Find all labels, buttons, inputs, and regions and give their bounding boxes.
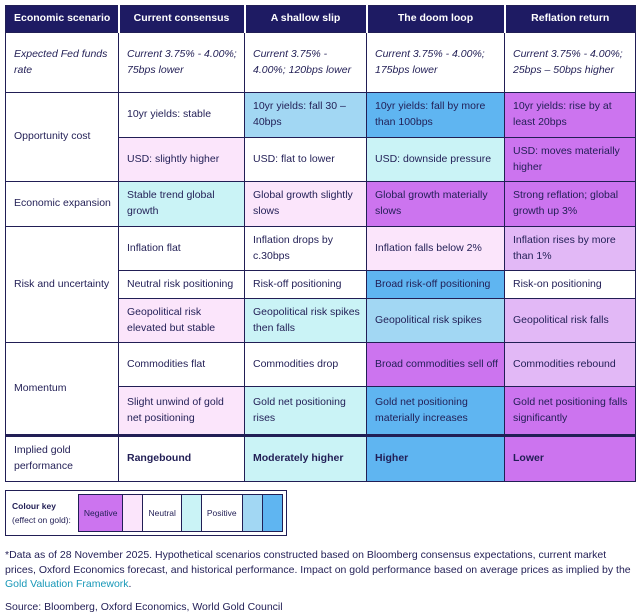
legend-swatch [261, 494, 283, 532]
scenario-cell: Slight unwind of gold net positioning [118, 386, 245, 436]
row-label-momentum: Momentum [5, 342, 119, 436]
scenario-cell: Inflation drops by c.30bps [244, 226, 367, 271]
implied-performance-cell: Higher [366, 434, 505, 482]
row-implied-gold-performance: Implied gold performance Rangebound Mode… [5, 434, 636, 482]
column-header-reflation-return: Reflation return [503, 5, 636, 33]
legend-swatch-neutral: Neutral [142, 494, 182, 532]
gold-valuation-framework-link[interactable]: Gold Valuation Framework [5, 578, 129, 591]
row-geopolitical-risk: Geopolitical risk elevated but stable Ge… [6, 298, 636, 343]
footnote-text: *Data as of 28 November 2025. Hypothetic… [5, 549, 631, 576]
row-label-risk-and-uncertainty: Risk and uncertainty [5, 226, 119, 343]
row-label-economic-expansion: Economic expansion [5, 181, 119, 227]
scenario-cell: Geopolitical risk spikes then falls [244, 298, 367, 343]
colour-key-legend: Colour key (effect on gold): Negative Ne… [5, 490, 287, 536]
column-header-current-consensus: Current consensus [117, 5, 245, 33]
scenario-cell: Risk-off positioning [244, 270, 367, 299]
scenario-cell: Inflation flat [118, 226, 245, 271]
legend-title: Colour key (effect on gold): [9, 499, 78, 528]
row-commodities: Momentum Commodities flat Commodities dr… [5, 342, 636, 436]
legend-swatch-positive: Positive [200, 494, 243, 532]
legend-swatches: Negative Neutral Positive [77, 494, 283, 532]
scenario-cell: 10yr yields: rise by at least 20bps [504, 92, 636, 138]
row-usd: USD: slightly higher USD: flat to lower … [6, 137, 636, 182]
scenario-cell: Strong reflation; global growth up 3% [504, 181, 636, 227]
scenario-cell: Gold net positioning rises [244, 386, 367, 436]
implied-performance-cell: Moderately higher [244, 434, 367, 482]
scenario-cell: 10yr yields: stable [118, 92, 245, 138]
legend-title-line2: (effect on gold): [12, 515, 71, 525]
scenario-cell: Risk-on positioning [504, 270, 636, 299]
row-label-expected-fed-funds-rate: Expected Fed funds rate [5, 32, 119, 93]
scenario-cell: Current 3.75% - 4.00%; 175bps lower [366, 32, 505, 93]
column-header-economic-scenario: Economic scenario [5, 5, 119, 33]
row-economic-expansion: Economic expansion Stable trend global g… [5, 181, 636, 227]
scenario-cell: Geopolitical risk spikes [366, 298, 505, 343]
scenario-cell: Inflation rises by more than 1% [504, 226, 636, 271]
scenario-cell: Commodities flat [118, 342, 245, 387]
scenario-cell: Geopolitical risk elevated but stable [118, 298, 245, 343]
scenario-cell: Global growth slightly slows [244, 181, 367, 227]
scenario-cell: Gold net positioning falls significantly [504, 386, 636, 436]
legend-swatch-negative: Negative [77, 494, 124, 532]
scenario-cell: Global growth materially slows [366, 181, 505, 227]
scenario-cell: Current 3.75% - 4.00%; 120bps lower [244, 32, 367, 93]
scenario-cell: Gold net positioning materially increase… [366, 386, 505, 436]
column-header-the-doom-loop: The doom loop [365, 5, 505, 33]
footnote: *Data as of 28 November 2025. Hypothetic… [5, 548, 635, 592]
scenario-cell: Current 3.75% - 4.00%; 25bps – 50bps hig… [504, 32, 636, 93]
scenario-cell: USD: downside pressure [366, 137, 505, 182]
scenario-cell: USD: moves materially higher [504, 137, 636, 182]
scenario-cell: Current 3.75% - 4.00%; 75bps lower [118, 32, 245, 93]
implied-performance-cell: Rangebound [118, 434, 245, 482]
source-line: Source: Bloomberg, Oxford Economics, Wor… [5, 601, 283, 614]
legend-swatch [122, 494, 144, 532]
scenario-cell: Commodities drop [244, 342, 367, 387]
scenario-cell: Broad risk-off positioning [366, 270, 505, 299]
row-fed-funds: Expected Fed funds rate Current 3.75% - … [5, 32, 636, 93]
column-header-a-shallow-slip: A shallow slip [243, 5, 367, 33]
scenario-cell: Broad commodities sell off [366, 342, 505, 387]
scenario-cell: USD: flat to lower [244, 137, 367, 182]
row-10yr-yields: Opportunity cost 10yr yields: stable 10y… [5, 92, 636, 182]
scenario-cell: Geopolitical risk falls [504, 298, 636, 343]
scenario-cell: 10yr yields: fall 30 – 40bps [244, 92, 367, 138]
header-row: Economic scenario Current consensus A sh… [5, 5, 636, 33]
row-inflation: Risk and uncertainty Inflation flat Infl… [5, 226, 636, 343]
legend-swatch [241, 494, 263, 532]
footnote-text-end: . [128, 578, 132, 591]
scenario-cell: Neutral risk positioning [118, 270, 245, 299]
legend-title-line1: Colour key [12, 500, 56, 511]
row-label-opportunity-cost: Opportunity cost [5, 92, 119, 182]
scenario-cell: USD: slightly higher [118, 137, 245, 182]
legend-swatch [180, 494, 202, 532]
row-gold-positioning: Slight unwind of gold net positioning Go… [6, 386, 636, 436]
scenario-cell: Stable trend global growth [118, 181, 245, 227]
scenario-cell: 10yr yields: fall by more than 100bps [366, 92, 505, 138]
scenario-table: Economic scenario Current consensus A sh… [5, 5, 636, 482]
scenario-cell: Commodities rebound [504, 342, 636, 387]
row-label-implied-gold-performance: Implied gold performance [5, 434, 119, 482]
implied-performance-cell: Lower [504, 434, 636, 482]
scenario-cell: Inflation falls below 2% [366, 226, 505, 271]
